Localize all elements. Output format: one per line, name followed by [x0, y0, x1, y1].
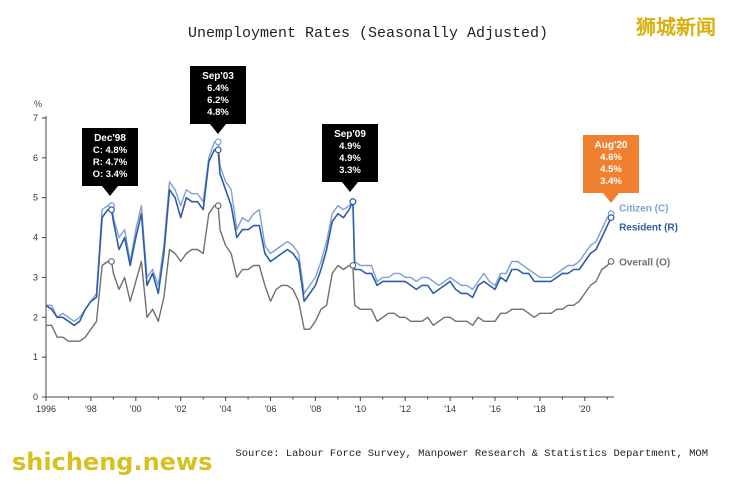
callout-text-sep09: 4.9%: [339, 153, 361, 164]
y-tick-label: 1: [33, 352, 38, 362]
callout-text-sep03: 6.2%: [207, 95, 229, 106]
callout-text-dec98: R: 4.7%: [93, 157, 128, 168]
y-tick-label: 0: [33, 392, 38, 402]
axes: 0 1 2 3 4 5 6 7 1996 '98 '00 '02 '04 '06 '08 '10 '12 '14 '…: [33, 113, 614, 414]
legend-label-citizen: Citizen (C): [619, 204, 668, 215]
x-tick-label: '14: [444, 404, 456, 414]
data-marker-sep03-overall: [214, 202, 222, 210]
x-tick-label: '98: [85, 404, 97, 414]
callout-text-sep03: 6.4%: [207, 83, 229, 94]
data-marker-dec98-overall: [108, 258, 115, 265]
x-tick-label: '10: [354, 404, 366, 414]
legend-label-resident: Resident (R): [619, 223, 678, 234]
data-marker-aug20-overall: [607, 258, 615, 265]
callout-text-dec98: O: 3.4%: [93, 169, 128, 180]
series-line-citizen: [46, 141, 612, 322]
legend-label-overall: Overall (O): [619, 257, 670, 268]
callout-text-sep09: Sep'09: [334, 129, 366, 140]
callout-text-sep09: 4.9%: [339, 141, 361, 152]
chart-title: Unemployment Rates (Seasonally Adjusted): [188, 25, 548, 42]
y-tick-label: 5: [33, 193, 38, 203]
callout-box-sep09: [322, 124, 378, 192]
x-tick-label: '06: [265, 404, 277, 414]
legend: Citizen (C) Resident (R) Overall (O): [619, 204, 678, 269]
y-tick-label: 4: [33, 233, 38, 243]
callout-text-aug20: 4.5%: [600, 164, 622, 175]
x-tick-label: '04: [220, 404, 232, 414]
callout-text-aug20: Aug'20: [595, 140, 628, 151]
y-tick-label: 6: [33, 153, 38, 163]
source-note: Source: Labour Force Survey, Manpower Re…: [235, 448, 708, 460]
y-axis-unit: %: [34, 99, 42, 109]
callout-text-sep03: Sep'03: [202, 71, 234, 82]
x-tick-label: 1996: [36, 404, 56, 414]
y-tick-label: 2: [33, 312, 38, 322]
series-line-overall: [46, 205, 612, 342]
data-marker-aug20-resident: [607, 214, 615, 222]
data-marker-sep09-resident: [349, 198, 357, 206]
series-lines: [45, 141, 612, 342]
callout-box-aug20: [583, 135, 639, 203]
watermark-top: 狮城新闻: [636, 15, 716, 39]
watermark-bottom: shicheng.news: [12, 448, 212, 476]
callout-box-sep03: [190, 66, 246, 134]
callout-text-sep09: 3.3%: [339, 165, 361, 176]
x-tick-label: '00: [130, 404, 142, 414]
callout-text-aug20: 4.6%: [600, 152, 622, 163]
data-marker-sep09-overall: [349, 262, 357, 269]
x-tick-label: '18: [534, 404, 546, 414]
callout-text-dec98: C: 4.8%: [93, 145, 128, 156]
data-marker-dec98-resident: [108, 206, 115, 214]
callout-text-sep03: 4.8%: [207, 107, 229, 118]
callout-box-dec98: [82, 128, 138, 196]
series-line-resident: [45, 149, 612, 327]
y-tick-label: 3: [33, 272, 38, 282]
x-tick-label: '08: [310, 404, 322, 414]
data-marker-sep03-resident: [214, 146, 222, 154]
x-tick-label: '02: [175, 404, 187, 414]
callouts: Dec'98C: 4.8%R: 4.7%O: 3.4% Sep'036.4%6.2…: [82, 66, 639, 203]
data-marker-sep03-citizen: [214, 138, 222, 146]
x-tick-label: '20: [579, 404, 591, 414]
callout-text-dec98: Dec'98: [94, 133, 126, 144]
x-tick-label: '12: [399, 404, 411, 414]
x-tick-label: '16: [489, 404, 501, 414]
annotation-markers: [108, 138, 615, 269]
y-tick-label: 7: [33, 113, 38, 123]
callout-text-aug20: 3.4%: [600, 176, 622, 187]
